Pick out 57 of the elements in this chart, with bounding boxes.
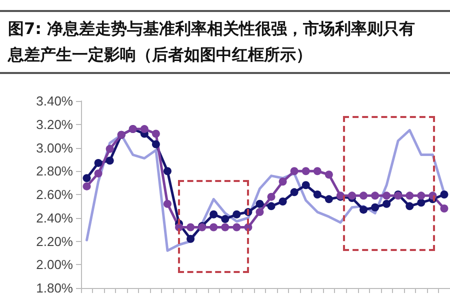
y-tick-label: 2.80% [36,164,74,179]
point [82,182,91,190]
point [360,192,368,200]
point [360,206,368,214]
point [324,170,333,179]
point [232,210,241,218]
y-tick-label: 2.00% [36,257,74,272]
point [371,203,380,212]
point [278,198,287,206]
point [163,200,172,208]
point [290,188,298,196]
y-tick-label: 3.40% [36,94,74,108]
chart-title: 图7: 净息差走势与基准利率相关性很强，市场利率则只有 [8,18,416,40]
point [371,192,380,200]
y-tick-label: 3.20% [36,116,74,132]
point [152,130,160,138]
point [94,158,102,167]
point [186,234,195,243]
point [106,156,114,165]
point [302,181,310,190]
point [82,174,91,182]
point [140,125,148,134]
point [348,192,356,200]
point [267,202,276,210]
point [440,190,448,198]
point [406,202,414,210]
point [278,178,287,186]
point [186,223,195,232]
point [106,144,114,153]
point [324,195,333,204]
point [302,167,310,176]
point [417,192,426,200]
point [210,210,218,218]
chart-subtitle: 息差产生一定影响（后者如图中红框所示） [8,44,313,66]
point [94,169,102,178]
point [440,204,448,213]
point [313,167,322,176]
point [313,190,322,198]
point [406,192,414,200]
y-tick-label: 2.20% [36,234,74,249]
point [267,192,276,201]
y-tick-label: 3.00% [36,140,74,156]
point [290,167,298,176]
point [221,215,230,224]
point [152,140,160,148]
point [382,192,391,200]
point [210,223,218,232]
point [163,167,172,176]
y-tick-label: 2.60% [36,187,74,202]
point [221,223,230,232]
point [417,198,426,207]
point [382,200,391,208]
point [256,208,264,216]
y-tick-label: 1.80% [36,280,74,296]
point [256,200,264,208]
y-tick-label: 2.40% [36,210,74,226]
point [232,223,241,232]
